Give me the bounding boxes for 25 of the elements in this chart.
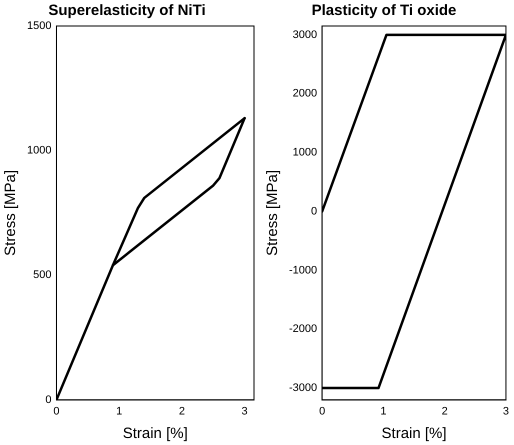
x-tick-label: 3 — [502, 405, 510, 418]
y-tick-label: -1000 — [288, 264, 318, 276]
y-tick-label: 1000 — [26, 144, 52, 157]
x-tick-label: 1 — [116, 405, 122, 418]
y-tick-label: 500 — [33, 269, 52, 282]
y-tick-label: 3000 — [292, 28, 318, 41]
x-axis-title: Strain [%] — [382, 425, 447, 442]
y-tick-label: 0 — [311, 205, 318, 218]
x-tick-label: 0 — [53, 405, 60, 418]
y-tick-label: 0 — [45, 394, 52, 406]
y-tick-label: 1000 — [292, 146, 318, 159]
y-axis-title: Stress [MPa] — [264, 170, 282, 256]
x-tick-label: 1 — [380, 405, 386, 418]
y-tick-label: -3000 — [288, 382, 318, 394]
y-tick-label: -2000 — [288, 323, 318, 336]
y-tick-label: 2000 — [292, 88, 318, 100]
y-tick-label: 1500 — [26, 20, 52, 32]
x-tick-label: 2 — [442, 405, 448, 418]
x-tick-label: 3 — [242, 405, 248, 418]
chart-title: Plasticity of Ti oxide — [312, 2, 456, 20]
chart-title: Superelasticity of NiTi — [48, 2, 206, 20]
x-tick-label: 2 — [178, 405, 185, 418]
y-axis-title: Stress [MPa] — [2, 170, 20, 256]
x-axis-title: Strain [%] — [122, 425, 188, 442]
x-tick-label: 0 — [319, 405, 326, 418]
